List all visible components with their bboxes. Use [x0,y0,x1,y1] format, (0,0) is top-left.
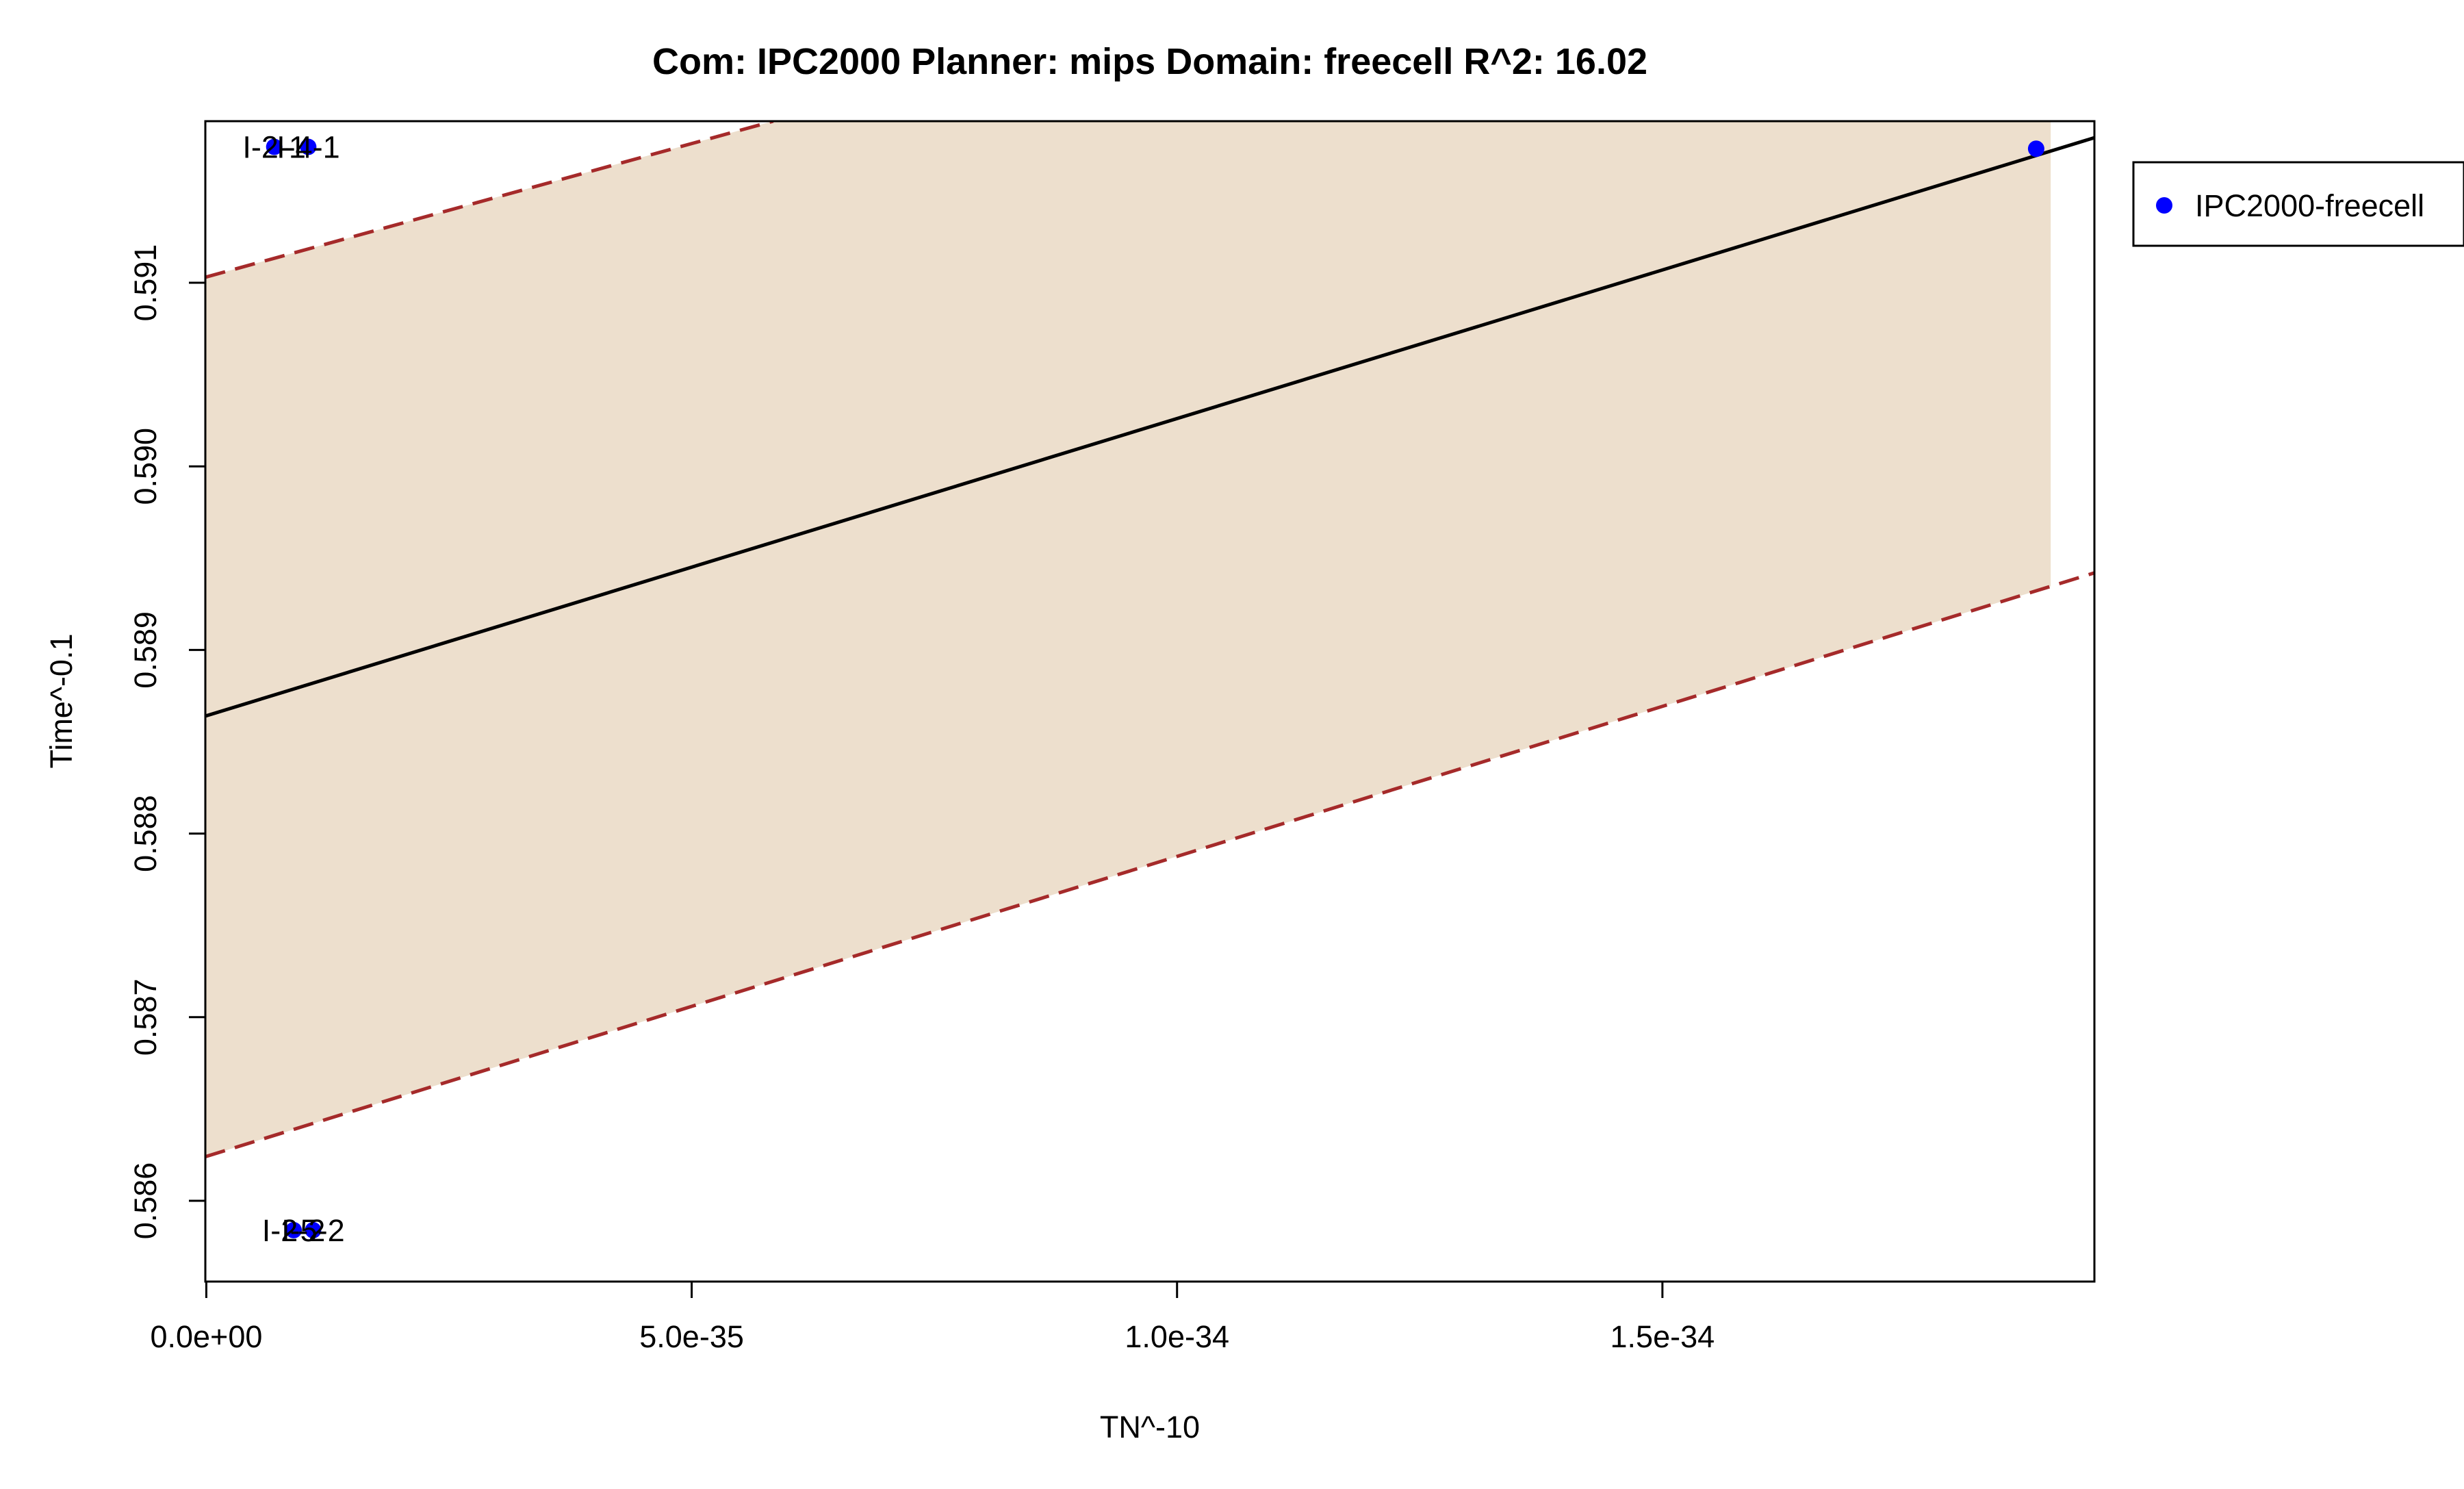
y-tick-label: 0.590 [128,428,163,505]
chart-title: Com: IPC2000 Planner: mips Domain: freec… [652,41,1647,82]
x-tick-label: 1.5e-34 [1610,1319,1715,1354]
y-tick-label: 0.587 [128,978,163,1056]
data-point [2027,140,2044,157]
point-label: I-2-1 [242,130,306,165]
y-tick-label: 0.588 [128,795,163,872]
x-tick-label: 5.0e-35 [639,1319,744,1354]
legend: IPC2000-freecell [2132,161,2464,247]
data-point [300,138,317,155]
x-axis-label: TN^-10 [1100,1410,1200,1445]
point-label: I-2-2 [262,1213,326,1248]
legend-box [2132,161,2464,247]
confidence-band [205,121,2051,1157]
fit-line [205,136,2094,718]
x-axis: 0.0e+00 5.0e-35 1.0e-34 1.5e-34 [150,1280,1715,1354]
data-point [305,1221,322,1238]
lower-bound-line [205,571,2094,1159]
legend-marker [2156,197,2172,214]
legend-label: IPC2000-freecell [2195,188,2424,223]
upper-bound-line [205,121,774,279]
data-point [266,138,283,155]
y-axis: 0.586 0.587 0.588 0.589 0.590 0.591 [128,244,207,1240]
point-label: I-4-1 [277,130,340,165]
x-tick-label: 0.0e+00 [150,1319,262,1354]
y-tick-label: 0.589 [128,611,163,689]
x-tick-label: 1.0e-34 [1125,1319,1229,1354]
data-point [285,1221,303,1238]
y-tick-label: 0.591 [128,244,163,322]
plot-area: I-2-1I-4-1 I-2-2I-5-2 [205,121,2094,1248]
y-tick-label: 0.586 [128,1162,163,1240]
point-label: I-5-2 [281,1213,345,1248]
y-axis-label: Time^-0.1 [44,634,79,769]
